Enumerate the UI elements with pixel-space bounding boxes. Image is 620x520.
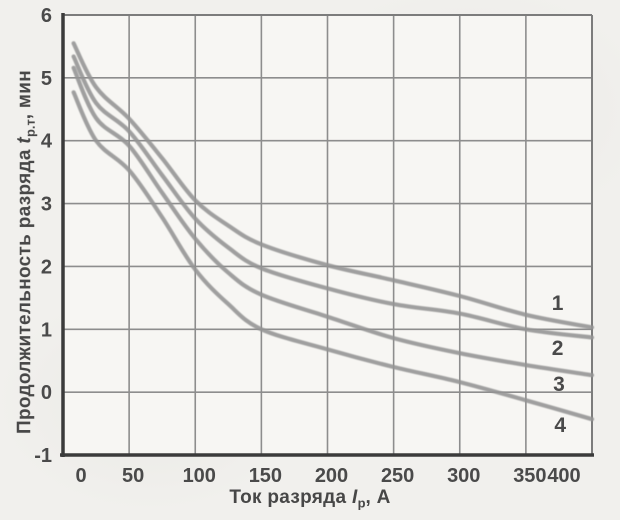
x-tick-label: 200 [315,465,348,487]
x-tick-labels: 0 50 100 150 200 250 300 350 400 [75,465,580,487]
x-tick-label: 100 [183,465,216,487]
y-axis-unit: , мин [14,69,36,120]
y-tick-labels: -1 0 1 2 3 4 5 6 [34,5,53,467]
curve-label-2: 2 [552,337,564,360]
curve-label-3: 3 [553,373,565,396]
x-tick-label: 50 [122,465,144,487]
y-tick-label: 5 [41,68,52,90]
y-tick-label: 1 [41,319,52,341]
x-tick-label: 350 [513,465,546,487]
y-tick-label: 2 [41,256,52,278]
y-axis-title-text: Продолжительность разряда [14,143,36,435]
x-tick-label: 400 [547,465,580,487]
curve-label-1: 1 [552,292,564,315]
x-tick-label: 250 [381,465,414,487]
y-tick-label: 6 [41,5,52,27]
y-tick-label: 3 [41,194,52,216]
y-axis-symbol-subscript: р.т [22,119,38,138]
curve-4 [71,90,595,422]
x-axis-title-text: Ток разряда [229,487,352,508]
y-tick-label: -1 [34,445,52,467]
y-axis-title: Продолжительность разряда tр.т, мин [14,70,38,434]
curves [71,41,595,422]
y-tick-label: 4 [41,131,53,153]
x-axis-symbol-subscript: р [357,495,366,511]
curve-label-4: 4 [554,414,566,437]
curve-1 [71,41,595,330]
curve-labels: 1 2 3 4 [552,292,567,437]
x-axis-symbol: I [351,487,358,508]
y-tick-label: 0 [41,382,52,404]
x-tick-label: 0 [75,465,86,487]
curve-2 [71,54,595,340]
x-axis-unit: , А [365,487,391,508]
curve-3 [71,65,595,378]
x-axis-title: Ток разряда Iр, А [0,487,620,511]
x-tick-label: 300 [447,465,480,487]
x-tick-label: 150 [249,465,282,487]
y-axis-symbol: t [14,137,36,144]
